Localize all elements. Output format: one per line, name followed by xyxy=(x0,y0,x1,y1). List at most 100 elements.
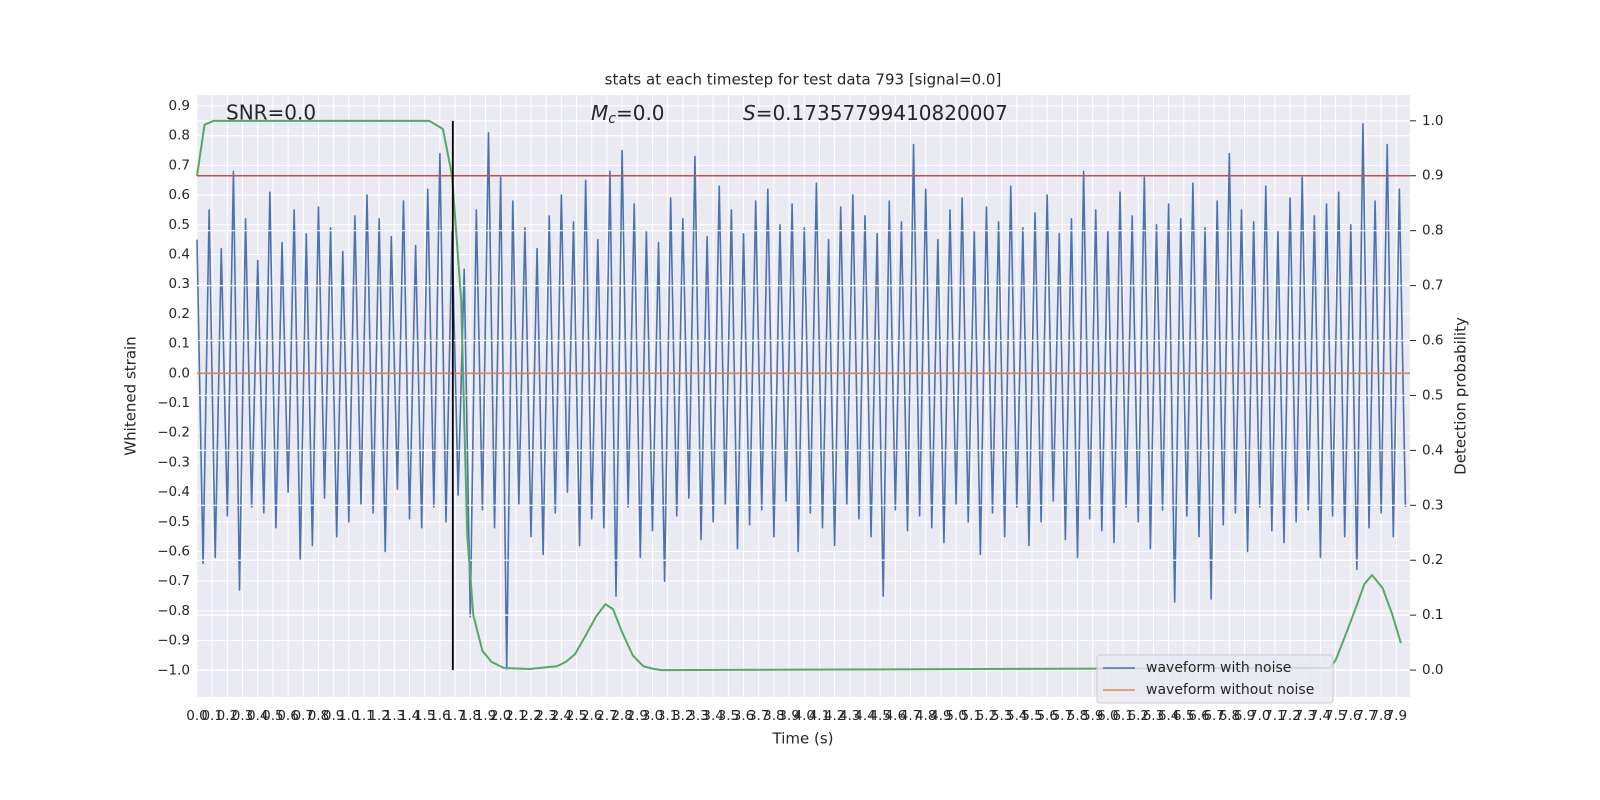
mc-subscript: c xyxy=(608,111,616,127)
x-axis-label: Time (s) xyxy=(772,730,834,748)
y-tick-label: −0.8 xyxy=(157,603,190,619)
x-tick-label: 3.6 xyxy=(733,708,754,724)
annotation-mc: Mc=0.0 xyxy=(591,101,665,128)
y-tick-label: 0.8 xyxy=(169,128,190,144)
x-tick-label: 2.6 xyxy=(581,708,602,724)
x-tick-label: 2.4 xyxy=(551,708,572,724)
y-tick-label: 0.5 xyxy=(169,217,190,233)
x-tick-label: 0.7 xyxy=(293,708,314,724)
series-line xyxy=(196,119,1402,672)
x-tick-label: 0.4 xyxy=(247,708,268,724)
y-tick-label: 0.2 xyxy=(169,306,190,322)
y2-tick-label: 0.4 xyxy=(1422,442,1443,458)
x-tick-label: 6.9 xyxy=(1234,708,1255,724)
x-tick-label: 5.2 xyxy=(976,708,997,724)
x-tick-label: 0.3 xyxy=(232,708,253,724)
y-tick-label: 0.3 xyxy=(169,276,190,292)
y-tick-label: 0.1 xyxy=(169,336,190,352)
x-tick-label: 6.7 xyxy=(1203,708,1224,724)
x-tick-label: 1.1 xyxy=(353,708,374,724)
x-tick-label: 7.4 xyxy=(1310,708,1331,724)
x-tick-label: 1.6 xyxy=(429,708,450,724)
x-tick-label: 1.2 xyxy=(368,708,389,724)
x-tick-label: 2.1 xyxy=(505,708,526,724)
y2-axis-label: Detection probability xyxy=(1452,317,1470,475)
y-tick-label: 0.4 xyxy=(169,246,190,262)
x-tick-label: 3.5 xyxy=(718,708,739,724)
x-tick-label: 1.3 xyxy=(384,708,405,724)
y-tick-label: 0.6 xyxy=(169,187,190,203)
x-tick-label: 1.8 xyxy=(460,708,481,724)
x-tick-label: 7.9 xyxy=(1386,708,1407,724)
x-tick-label: 3.8 xyxy=(763,708,784,724)
y-tick-label: −0.7 xyxy=(157,573,190,589)
y-tick-label: −1.0 xyxy=(157,662,190,678)
x-tick-label: 5.4 xyxy=(1006,708,1027,724)
x-tick-label: 6.6 xyxy=(1188,708,1209,724)
y2-tick-label: 0.3 xyxy=(1422,497,1443,513)
x-tick-label: 4.1 xyxy=(809,708,830,724)
x-tick-label: 6.2 xyxy=(1128,708,1149,724)
y-axis-label: Whitened strain xyxy=(122,336,140,455)
x-tick-label: 3.7 xyxy=(748,708,769,724)
x-tick-label: 0.6 xyxy=(277,708,298,724)
x-tick-label: 0.8 xyxy=(308,708,329,724)
x-tick-label: 4.2 xyxy=(824,708,845,724)
y2-tick-label: 0.0 xyxy=(1422,662,1443,678)
x-tick-label: 4.8 xyxy=(915,708,936,724)
x-tick-label: 2.5 xyxy=(566,708,587,724)
x-tick-label: 5.7 xyxy=(1052,708,1073,724)
x-tick-label: 5.3 xyxy=(991,708,1012,724)
x-tick-label: 1.7 xyxy=(444,708,465,724)
x-tick-label: 7.7 xyxy=(1355,708,1376,724)
x-tick-label: 0.9 xyxy=(323,708,344,724)
x-tick-label: 5.9 xyxy=(1082,708,1103,724)
x-tick-label: 2.2 xyxy=(520,708,541,724)
y-tick-label: −0.5 xyxy=(157,514,190,530)
x-tick-label: 0.0 xyxy=(186,708,207,724)
chart-title: stats at each timestep for test data 793… xyxy=(605,71,1002,89)
y-tick-label: −0.2 xyxy=(157,425,190,441)
annotation-s: S=0.17357799410820007 xyxy=(743,101,1008,125)
x-tick-label: 3.2 xyxy=(672,708,693,724)
x-tick-label: 3.1 xyxy=(657,708,678,724)
y-tick-label: 0.0 xyxy=(169,365,190,381)
y-tick-label: −0.4 xyxy=(157,484,190,500)
mc-symbol: M xyxy=(591,101,608,125)
s-symbol: S xyxy=(743,101,756,125)
legend: waveform with noise waveform without nois… xyxy=(1096,654,1334,704)
x-tick-label: 7.5 xyxy=(1325,708,1346,724)
x-tick-label: 1.9 xyxy=(475,708,496,724)
x-tick-label: 0.2 xyxy=(217,708,238,724)
x-tick-label: 0.1 xyxy=(201,708,222,724)
marks-y2 xyxy=(196,119,1410,672)
y2-tick-label: 0.8 xyxy=(1422,223,1443,239)
s-text: =0.17357799410820007 xyxy=(756,101,1008,125)
x-tick-label: 4.9 xyxy=(930,708,951,724)
x-tick-label: 4.0 xyxy=(794,708,815,724)
grid-y2 xyxy=(197,120,1410,671)
y2-tick-label: 0.1 xyxy=(1422,607,1443,623)
y-tick-label: −0.9 xyxy=(157,633,190,649)
x-tick-label: 2.8 xyxy=(611,708,632,724)
x-tick-label: 7.2 xyxy=(1279,708,1300,724)
annotation-snr: SNR=0.0 xyxy=(226,101,316,125)
x-tick-label: 7.0 xyxy=(1249,708,1270,724)
x-tick-label: 6.1 xyxy=(1112,708,1133,724)
x-tick-label: 6.0 xyxy=(1097,708,1118,724)
x-tick-label: 6.4 xyxy=(1158,708,1179,724)
x-tick-label: 1.0 xyxy=(338,708,359,724)
x-tick-label: 2.9 xyxy=(627,708,648,724)
y-tick-label: −0.3 xyxy=(157,454,190,470)
legend-label: waveform without noise xyxy=(1146,682,1314,698)
y2-tick-label: 0.9 xyxy=(1422,168,1443,184)
x-tick-label: 1.4 xyxy=(399,708,420,724)
x-tick-label: 1.5 xyxy=(414,708,435,724)
x-tick-label: 3.4 xyxy=(702,708,723,724)
x-tick-label: 3.0 xyxy=(642,708,663,724)
x-tick-label: 4.6 xyxy=(885,708,906,724)
x-tick-label: 2.0 xyxy=(490,708,511,724)
ticks: 0.00.10.20.30.40.50.60.70.80.91.01.11.21… xyxy=(157,98,1443,724)
y2-tick-label: 0.2 xyxy=(1422,552,1443,568)
